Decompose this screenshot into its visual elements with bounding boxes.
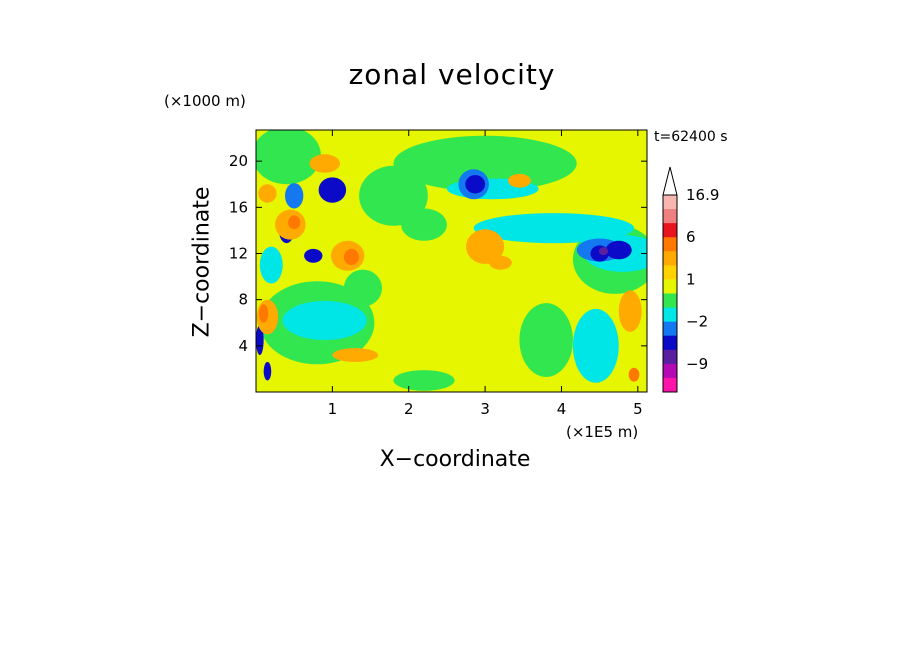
x-tick-label: 5 [633,400,643,418]
z-axis-unit: (×1000 m) [164,92,246,110]
chart-title: zonal velocity [348,58,556,91]
colorbar-swatch [663,237,677,252]
x-axis-ticks: 1 2 3 4 5 [328,130,643,418]
colorbar-swatch [663,321,677,337]
colorbar-swatch [663,251,677,266]
contour-region [393,135,577,192]
colorbar-tick-label: −9 [686,355,708,373]
contour-region [288,215,301,230]
y-axis-label: Z−coordinate [189,186,215,338]
x-tick-label: 3 [480,400,490,418]
contour-region [332,348,379,362]
contour-region [263,361,272,381]
contour-region [343,248,360,266]
contour-region [598,247,609,256]
y-axis-ticks: 4 8 12 16 20 [229,152,647,355]
colorbar-swatch [663,363,677,379]
colorbar-swatch [663,209,677,224]
contour-region [473,213,635,244]
y-tick-label: 16 [229,198,248,216]
colorbar-tick-label: 1 [686,270,696,288]
x-tick-label: 1 [328,400,338,418]
time-label: t=62400 s [654,129,728,145]
colorbar-swatch [663,223,677,238]
colorbar-swatch [663,377,677,393]
colorbar: 16.9 6 1 −2 −9 [662,166,719,393]
contour-region [309,154,341,173]
contour-region [259,304,269,323]
contour-region [605,240,632,260]
y-tick-label: 8 [238,291,248,309]
colorbar-swatch [663,335,677,351]
contour-region [285,183,304,209]
contour-region [572,308,619,383]
x-axis-label: X−coordinate [379,447,531,472]
colorbar-swatch [663,265,677,280]
contour-region [628,367,640,382]
colorbar-extension-triangle [662,166,678,196]
contour-region [393,370,455,391]
colorbar-swatch [663,307,677,323]
colorbar-swatch [663,349,677,365]
contour-region [256,130,321,185]
colorbar-swatch [663,195,677,210]
contour-region [401,208,447,241]
contour-fill-layer [256,130,647,391]
colorbar-frame [662,194,678,393]
contour-region [508,173,531,188]
contour-region [488,255,512,270]
colorbar-swatch [663,293,677,309]
plot-frame [255,129,648,393]
contour-region [256,325,264,356]
contour-region [282,300,367,341]
contour-region [343,269,383,307]
colorbar-tick-label: 6 [686,228,696,246]
y-tick-label: 20 [229,152,248,170]
y-tick-label: 4 [238,337,248,355]
contour-region [466,229,505,264]
colorbar-swatch [663,279,677,294]
contour-region [304,248,323,263]
y-tick-label: 12 [229,244,248,262]
colorbar-tick-label: −2 [686,313,708,331]
contour-region [318,177,347,203]
contour-region [359,165,428,226]
contour-region [259,246,283,284]
colorbar-tick-label: 16.9 [686,186,719,204]
contour-region [465,175,486,194]
contour-region [519,303,573,377]
contour-region [618,290,642,332]
x-tick-label: 2 [404,400,414,418]
x-axis-unit: (×1E5 m) [566,423,639,441]
x-tick-label: 4 [557,400,567,418]
contour-region [258,184,277,203]
